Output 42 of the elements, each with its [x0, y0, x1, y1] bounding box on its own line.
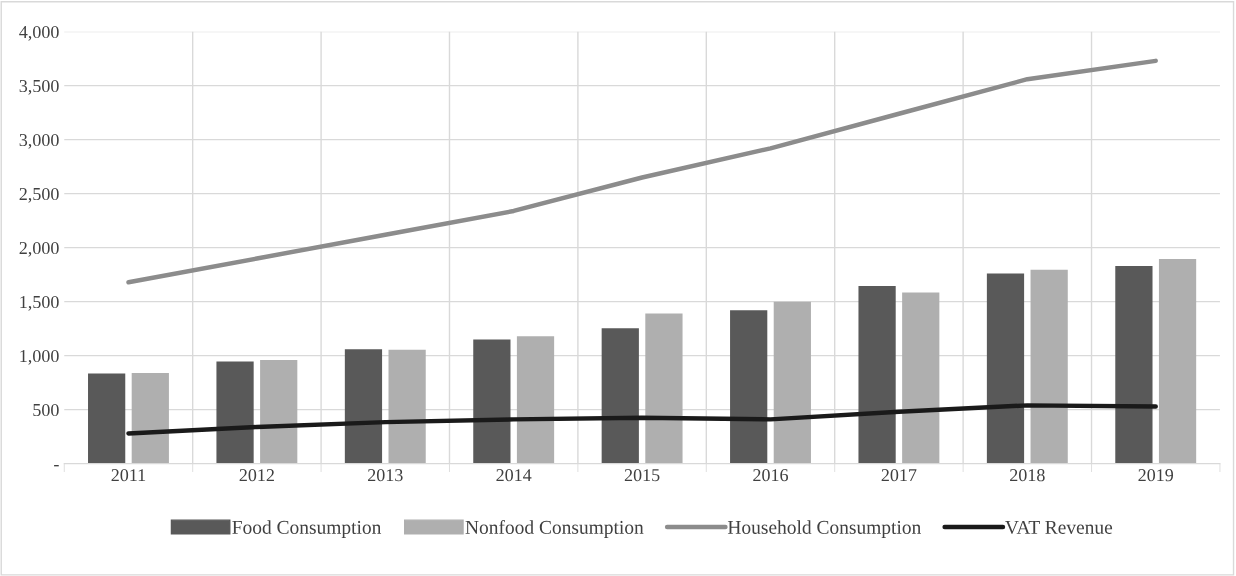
bar — [601, 328, 639, 464]
y-tick-label: 500 — [33, 403, 59, 417]
x-tick-label: 2017 — [881, 469, 917, 482]
legend-label: Household Consumption — [727, 520, 921, 538]
y-tick-label: 3,500 — [19, 79, 59, 95]
x-tick-label: 2019 — [1138, 469, 1174, 482]
y-tick-label: 4,000 — [19, 25, 59, 41]
y-tick-label: 3,000 — [19, 133, 59, 149]
y-tick-label: 1,000 — [20, 349, 59, 365]
bar — [858, 286, 896, 464]
x-tick-label: 2016 — [753, 469, 789, 482]
bar — [344, 349, 383, 464]
bar — [88, 373, 126, 464]
bar — [902, 292, 940, 464]
bar — [260, 360, 298, 464]
bar — [131, 372, 169, 464]
y-tick-label: 2,000 — [19, 241, 59, 257]
legend-label: VAT Revenue — [1005, 520, 1113, 535]
bar — [773, 301, 811, 464]
bar — [645, 313, 683, 464]
y-tick-label: 1,500 — [20, 295, 59, 311]
legend-label: Food Consumption — [232, 520, 382, 538]
bar — [388, 349, 426, 464]
legend-label: Nonfood Consumption — [465, 520, 644, 538]
bar — [473, 339, 511, 464]
x-tick-label: 2014 — [496, 469, 532, 482]
bar — [1030, 269, 1068, 464]
x-tick-label: 2013 — [368, 469, 403, 482]
bar — [730, 310, 768, 464]
bar — [216, 361, 254, 464]
line-series — [126, 58, 1158, 285]
x-tick-label: 2015 — [624, 469, 660, 482]
y-tick-label: - — [54, 465, 59, 467]
y-tick-label: 2,500 — [19, 187, 59, 203]
x-tick-label: 2018 — [1010, 469, 1045, 482]
line-series — [126, 403, 1158, 436]
bar — [516, 336, 555, 464]
x-tick-label: 2012 — [239, 469, 274, 482]
x-tick-label: 2011 — [111, 469, 146, 482]
bar — [1115, 266, 1153, 464]
bar — [1158, 259, 1197, 464]
bar — [986, 273, 1025, 464]
